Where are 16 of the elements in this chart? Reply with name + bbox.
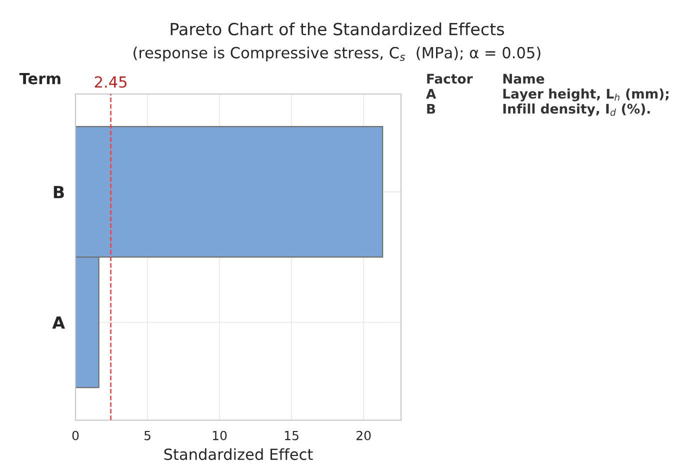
chart-subtitle: (response is Compressive stress, C$_{s}$ (MPa); α = 0.05): [134, 46, 540, 62]
text: Name: [503, 74, 544, 84]
x-tick-label: 10: [212, 430, 227, 440]
text: Infill density, I$_{d}$ (%).: [503, 104, 650, 116]
text: B: [427, 104, 436, 114]
text: Layer height, L$_{h}$ (mm);: [503, 88, 668, 102]
chart-title: Pareto Chart of the Standardized Effects: [170, 22, 504, 36]
text: Factor: [427, 74, 473, 84]
x-axis-title: Standardized Effect: [164, 448, 313, 460]
x-tick-label: 15: [284, 430, 298, 440]
ref-line-label: 2.45: [94, 76, 126, 88]
x-tick-label: 5: [144, 430, 150, 440]
text: A: [426, 88, 436, 99]
x-tick-label: 20: [356, 430, 371, 440]
y-axis-title: Term: [19, 72, 60, 84]
x-tick-label: 0: [72, 430, 79, 440]
